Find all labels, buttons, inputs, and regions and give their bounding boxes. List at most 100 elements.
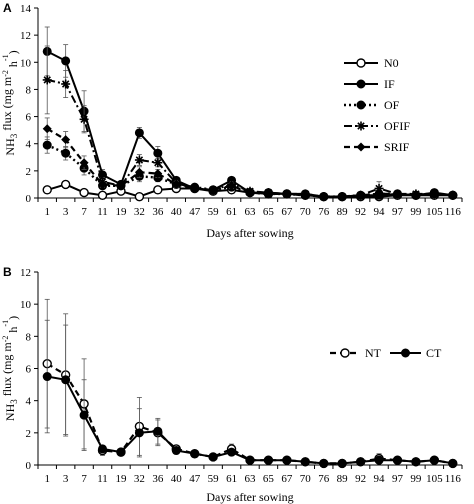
data-point xyxy=(411,190,421,200)
y-tick-label: 6 xyxy=(26,364,32,376)
x-tick-label: 99 xyxy=(410,473,422,485)
x-tick-label: 70 xyxy=(300,206,312,218)
legend-item-if: IF xyxy=(344,77,395,91)
x-tick-label: 94 xyxy=(374,206,386,218)
data-point xyxy=(153,169,163,179)
data-point xyxy=(392,455,402,465)
legend-label: OFIF xyxy=(384,119,410,133)
y-tick-label: 0 xyxy=(26,193,32,205)
x-tick-label: 97 xyxy=(392,473,404,485)
x-tick-label: 1 xyxy=(44,473,50,485)
data-point xyxy=(356,190,366,200)
data-point xyxy=(245,188,255,198)
data-point xyxy=(42,140,52,150)
x-tick-label: 11 xyxy=(97,206,108,218)
x-tick-label: 19 xyxy=(115,473,127,485)
data-point xyxy=(61,375,71,385)
x-tick-label: 59 xyxy=(208,206,220,218)
y-tick-label: 4 xyxy=(26,396,32,408)
data-point xyxy=(153,426,163,436)
x-tick-label: 19 xyxy=(115,206,127,218)
legend-item-srif: SRIF xyxy=(344,140,410,154)
x-tick-label: 97 xyxy=(392,206,404,218)
chart-panel-A: A 0 2 4 6 8 10 12 14 1 3 7 11 19 32 36 40 47 59 61 63 65 67 70 7… xyxy=(0,1,463,240)
x-tick-label: 76 xyxy=(318,206,330,218)
data-point xyxy=(42,185,52,195)
x-tick-label: 116 xyxy=(445,206,462,218)
y-tick-label: 2 xyxy=(26,166,32,178)
data-point xyxy=(282,189,292,199)
x-tick-label: 47 xyxy=(189,206,201,218)
data-point xyxy=(97,190,108,200)
x-tick-label: 47 xyxy=(189,473,201,485)
series-line xyxy=(46,127,453,198)
x-tick-label: 92 xyxy=(355,473,366,485)
y-axis-title: NH3 flux (mg m-2 h-1) xyxy=(0,50,20,155)
data-point xyxy=(79,158,89,168)
data-point xyxy=(227,181,237,191)
legend-marker xyxy=(356,58,366,68)
data-point xyxy=(227,447,237,457)
data-point xyxy=(374,455,384,465)
x-tick-label: 61 xyxy=(226,473,237,485)
x-tick-label: 1 xyxy=(44,206,50,218)
legend-marker xyxy=(356,79,366,89)
data-point xyxy=(356,457,366,467)
data-point xyxy=(208,185,218,195)
y-tick-label: 8 xyxy=(26,331,32,343)
x-tick-label: 89 xyxy=(337,473,349,485)
x-tick-label: 32 xyxy=(134,206,145,218)
data-point xyxy=(448,458,458,468)
x-axis-title: Days after sowing xyxy=(206,226,293,240)
data-point xyxy=(429,189,439,199)
y-axis-title: NH3 flux (mg m-2 h-1) xyxy=(0,316,20,421)
data-point xyxy=(134,128,144,138)
x-tick-label: 70 xyxy=(300,473,312,485)
x-tick-label: 11 xyxy=(97,473,108,485)
data-point xyxy=(134,428,144,438)
data-point xyxy=(60,179,71,190)
x-tick-label: 36 xyxy=(152,473,164,485)
data-point xyxy=(282,455,292,465)
data-point xyxy=(448,190,458,200)
data-point xyxy=(171,179,181,189)
data-point xyxy=(190,184,200,193)
data-point xyxy=(134,191,145,202)
data-point xyxy=(392,189,402,199)
y-tick-label: 14 xyxy=(20,3,32,15)
data-point xyxy=(98,179,108,189)
legend-marker xyxy=(356,142,366,152)
x-tick-label: 63 xyxy=(245,206,257,218)
legend-item-ct: CT xyxy=(390,346,442,360)
x-tick-label: 40 xyxy=(171,206,183,218)
data-point xyxy=(79,410,89,420)
x-tick-label: 94 xyxy=(374,473,386,485)
series-ct xyxy=(42,319,458,468)
data-point xyxy=(79,187,89,198)
data-point xyxy=(134,155,144,165)
x-tick-label: 59 xyxy=(208,473,220,485)
chart-panel-B: B 0 2 4 6 8 10 12 1 3 7 11 19 32 36 40 47 59 61 63 65 67 70 76 8… xyxy=(0,265,463,504)
legend: N0 IF OF OFIF SRIF xyxy=(344,56,410,154)
legend-label: SRIF xyxy=(384,140,410,154)
x-tick-label: 76 xyxy=(318,473,330,485)
series-srif xyxy=(42,117,458,202)
y-tick-label: 10 xyxy=(20,57,32,69)
x-tick-label: 105 xyxy=(426,473,443,485)
legend-label: N0 xyxy=(384,56,399,70)
data-point xyxy=(153,158,163,168)
data-point xyxy=(61,79,71,89)
x-tick-label: 61 xyxy=(226,206,237,218)
data-point xyxy=(153,148,163,158)
x-tick-label: 7 xyxy=(81,473,87,485)
data-point xyxy=(116,181,126,191)
series-if xyxy=(42,26,458,202)
data-point xyxy=(42,372,52,382)
x-tick-label: 63 xyxy=(245,473,257,485)
x-tick-label: 116 xyxy=(445,473,462,485)
legend-marker xyxy=(340,348,350,358)
x-tick-label: 40 xyxy=(171,473,183,485)
legend-item-ofif: OFIF xyxy=(344,119,410,133)
data-point xyxy=(300,457,310,467)
